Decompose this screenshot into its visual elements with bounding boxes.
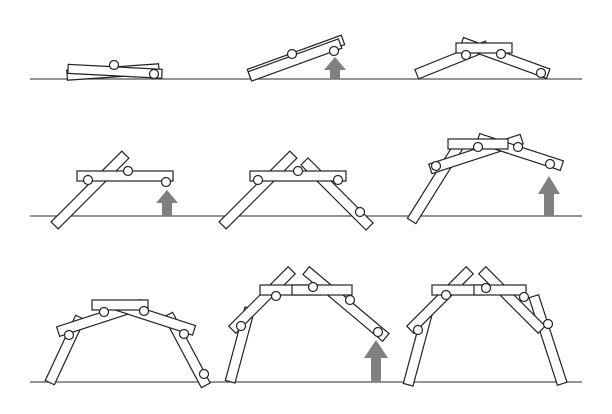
pin-joint (480, 282, 492, 294)
bar (473, 284, 527, 296)
panel-step-8 (224, 265, 390, 384)
bar (44, 314, 86, 386)
pin-joint (412, 324, 424, 336)
push-arrow-icon (324, 57, 346, 79)
pin-joint (542, 318, 554, 330)
bar (218, 150, 298, 230)
panel-step-4 (50, 150, 178, 230)
pin-joint (82, 174, 94, 186)
pin-joint (122, 165, 134, 177)
pin-joint (307, 281, 319, 293)
panel-step-6 (406, 132, 565, 225)
pin-joint (372, 326, 384, 338)
pin-joint (270, 290, 282, 302)
panel-step-5 (218, 150, 374, 231)
pin-joint (292, 165, 304, 177)
pin-joint (332, 174, 344, 186)
pin-joint (108, 59, 120, 71)
pin-joint (148, 68, 160, 80)
push-arrow-icon (538, 176, 560, 216)
bar (405, 265, 475, 335)
pin-joint (235, 320, 247, 332)
bar (162, 311, 212, 389)
pin-joint (178, 328, 190, 340)
bar (300, 157, 374, 231)
pin-joint (160, 176, 172, 188)
pin-joint (286, 48, 298, 60)
pin-joint (98, 306, 110, 318)
bar (528, 293, 568, 387)
pin-joint (63, 329, 75, 341)
pin-joint (344, 294, 356, 306)
panel-step-3 (414, 36, 551, 80)
bar (247, 38, 343, 82)
pin-joint (535, 67, 547, 79)
panel-step-1 (66, 59, 163, 81)
pin-joint (472, 141, 484, 153)
pin-joint (430, 160, 442, 172)
bar (227, 265, 297, 335)
panel-step-2 (246, 34, 346, 82)
pin-joint (198, 368, 210, 380)
bar (50, 150, 130, 230)
pin-joint (518, 291, 530, 303)
push-arrow-icon (364, 340, 388, 382)
pin-joint (512, 141, 524, 153)
panel-step-7 (44, 298, 212, 389)
panel-step-9 (402, 265, 568, 387)
pin-joint (460, 49, 472, 61)
bar (406, 139, 466, 225)
bar (291, 284, 353, 296)
pin-joint (495, 48, 507, 60)
pin-joint (354, 206, 366, 218)
bar (455, 42, 513, 54)
pin-joint (440, 289, 452, 301)
pin-joint (544, 158, 556, 170)
pin-joint (328, 45, 340, 57)
pin-joint (138, 305, 150, 317)
pin-joint (252, 174, 264, 186)
bar (477, 265, 547, 335)
bar (91, 299, 149, 311)
push-arrow-icon (156, 190, 178, 216)
